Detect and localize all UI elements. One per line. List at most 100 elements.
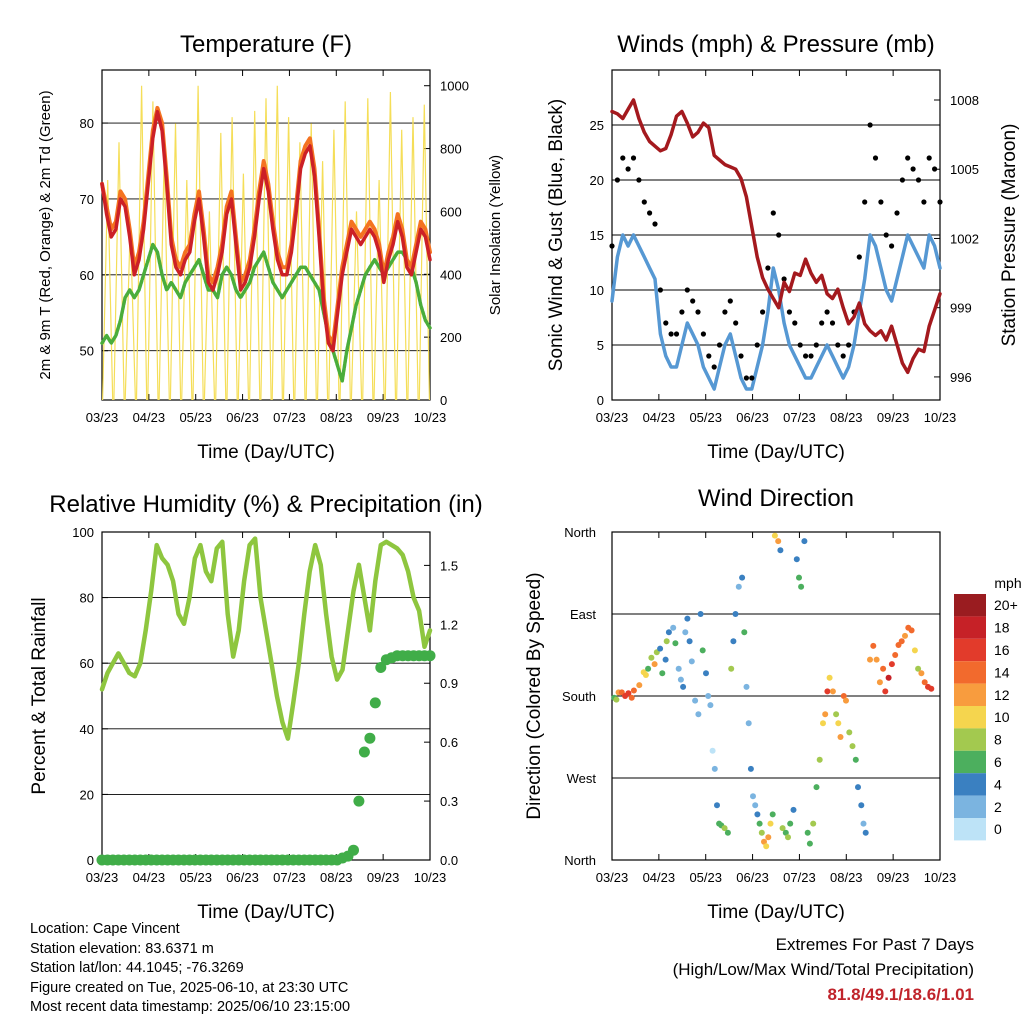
- solar-insolation-day-curve: [181, 179, 193, 401]
- humidity-x-tick-label: 09/23: [367, 870, 400, 885]
- wind-direction-point: [793, 556, 800, 563]
- temperature-y-tick-label: 70: [80, 192, 94, 207]
- wind-direction-point: [675, 665, 682, 672]
- wind-direction-point: [810, 820, 817, 827]
- winds-y2-tick-label: 1008: [950, 93, 979, 108]
- gust-point: [937, 199, 943, 205]
- wind-direction-point: [867, 656, 873, 663]
- gust-point: [754, 342, 760, 348]
- winds-y-axis-label: Sonic Wind & Gust (Blue, Black): [546, 99, 567, 371]
- wind-direction-x-tick-label: 07/23: [783, 870, 816, 885]
- wind-direction-point: [662, 656, 669, 663]
- winds-y-tick-label: 20: [590, 173, 604, 188]
- wind-direction-point: [918, 670, 925, 677]
- wind-direction-point: [680, 683, 687, 690]
- solar-insolation-day-curve: [305, 123, 317, 401]
- winds-y2-tick-label: 999: [950, 301, 972, 316]
- colorbar-unit-label: mph: [994, 575, 1021, 591]
- humidity-x-tick-label: 07/23: [273, 870, 306, 885]
- wind-direction-point: [921, 679, 928, 686]
- humidity-y2-tick-label: 0.9: [440, 676, 458, 691]
- winds-y-tick-label: 0: [597, 393, 604, 408]
- winds-x-tick-label: 03/23: [596, 410, 629, 425]
- wind-direction-point: [787, 820, 794, 827]
- wind-direction-x-tick-label: 03/23: [596, 870, 629, 885]
- humidity-title: Relative Humidity (%) & Precipitation (i…: [49, 491, 482, 518]
- temperature-y2-tick-label: 800: [440, 142, 462, 157]
- wind-direction-point: [743, 683, 750, 690]
- colorbar-label: 4: [994, 776, 1002, 792]
- wind-direction-point: [880, 665, 887, 672]
- gust-point: [819, 320, 825, 326]
- wind-direction-x-axis-label: Time (Day/UTC): [707, 902, 845, 923]
- wind-direction-point: [870, 642, 877, 649]
- gust-point: [899, 177, 906, 183]
- humidity-y-tick-label: 80: [80, 591, 94, 606]
- wind-direction-point: [804, 829, 811, 836]
- wind-direction-point: [843, 697, 849, 704]
- winds-x-tick-label: 05/23: [689, 410, 722, 425]
- wind-direction-point: [630, 687, 637, 694]
- gust-point: [614, 177, 621, 183]
- winds-y2-tick-label: 1002: [950, 231, 979, 246]
- temperature-x-tick-label: 04/23: [133, 410, 166, 425]
- wind-direction-point: [816, 756, 823, 763]
- recent-timestamp-text: Most recent data timestamp: 2025/06/10 2…: [30, 999, 351, 1015]
- gust-point: [829, 320, 836, 326]
- wind-direction-point: [695, 711, 702, 718]
- solar-insolation-day-curve: [294, 142, 306, 401]
- colorbar-swatch: [954, 683, 986, 706]
- wind-direction-point: [796, 574, 802, 581]
- humidity-y-axis-label: Percent & Total Rainfall: [29, 597, 50, 794]
- wind-direction-point: [855, 784, 861, 791]
- humidity-y-tick-label: 0: [87, 853, 94, 868]
- temperature-y2-tick-label: 400: [440, 267, 462, 282]
- humidity-y2-tick-label: 1.5: [440, 558, 458, 573]
- wind-direction-x-tick-label: 09/23: [877, 870, 910, 885]
- extremes-values: 81.8/49.1/18.6/1.01: [827, 985, 974, 1004]
- colorbar-label: 0: [994, 821, 1002, 837]
- wind-direction-point: [625, 690, 632, 697]
- solar-insolation-day-curve: [373, 179, 385, 401]
- humidity-y-tick-label: 100: [72, 525, 94, 540]
- wind-direction-point: [840, 693, 847, 699]
- winds-x-tick-label: 07/23: [783, 410, 816, 425]
- solar-insolation-day-curve: [113, 142, 125, 401]
- temperature-y2-tick-label: 0: [440, 393, 447, 408]
- rainfall-point: [348, 844, 359, 856]
- rainfall-point: [358, 746, 370, 758]
- gust-point: [743, 375, 750, 381]
- humidity-y-tick-label: 60: [80, 656, 94, 671]
- wind-direction-point: [898, 638, 905, 645]
- wind-direction-point: [642, 672, 649, 678]
- solar-insolation-day-curve: [147, 101, 159, 401]
- gust-point: [915, 177, 922, 183]
- winds-title: Winds (mph) & Pressure (mb): [617, 31, 934, 58]
- wind-direction-point: [750, 793, 756, 800]
- sonic-wind-line: [610, 233, 942, 391]
- wind-direction-point: [699, 647, 706, 654]
- wind-direction-point: [885, 674, 892, 681]
- colorbar-label: 18: [994, 620, 1010, 636]
- temperature-x-axis-label: Time (Day/UTC): [197, 442, 335, 463]
- wind-direction-point: [876, 679, 883, 686]
- gust-point: [862, 199, 868, 205]
- colorbar-swatch: [954, 638, 986, 662]
- wind-direction-point: [703, 670, 709, 677]
- gust-point: [673, 331, 680, 337]
- winds-y-tick-label: 25: [590, 118, 604, 133]
- temperature-2m-line: [100, 109, 432, 353]
- gust-point: [878, 199, 884, 205]
- gust-point: [840, 353, 846, 359]
- gust-point: [652, 221, 658, 227]
- temperature-y-tick-label: 50: [80, 344, 94, 359]
- wind-direction-point: [705, 693, 712, 699]
- gust-point: [716, 342, 723, 348]
- wind-direction-point: [763, 843, 770, 850]
- wind-direction-point: [741, 629, 748, 636]
- wind-direction-point: [707, 702, 714, 709]
- wind-direction-point: [688, 658, 695, 665]
- wind-direction-point: [790, 806, 797, 813]
- colorbar-swatch: [954, 773, 986, 796]
- colorbar-label: 20+: [994, 597, 1018, 613]
